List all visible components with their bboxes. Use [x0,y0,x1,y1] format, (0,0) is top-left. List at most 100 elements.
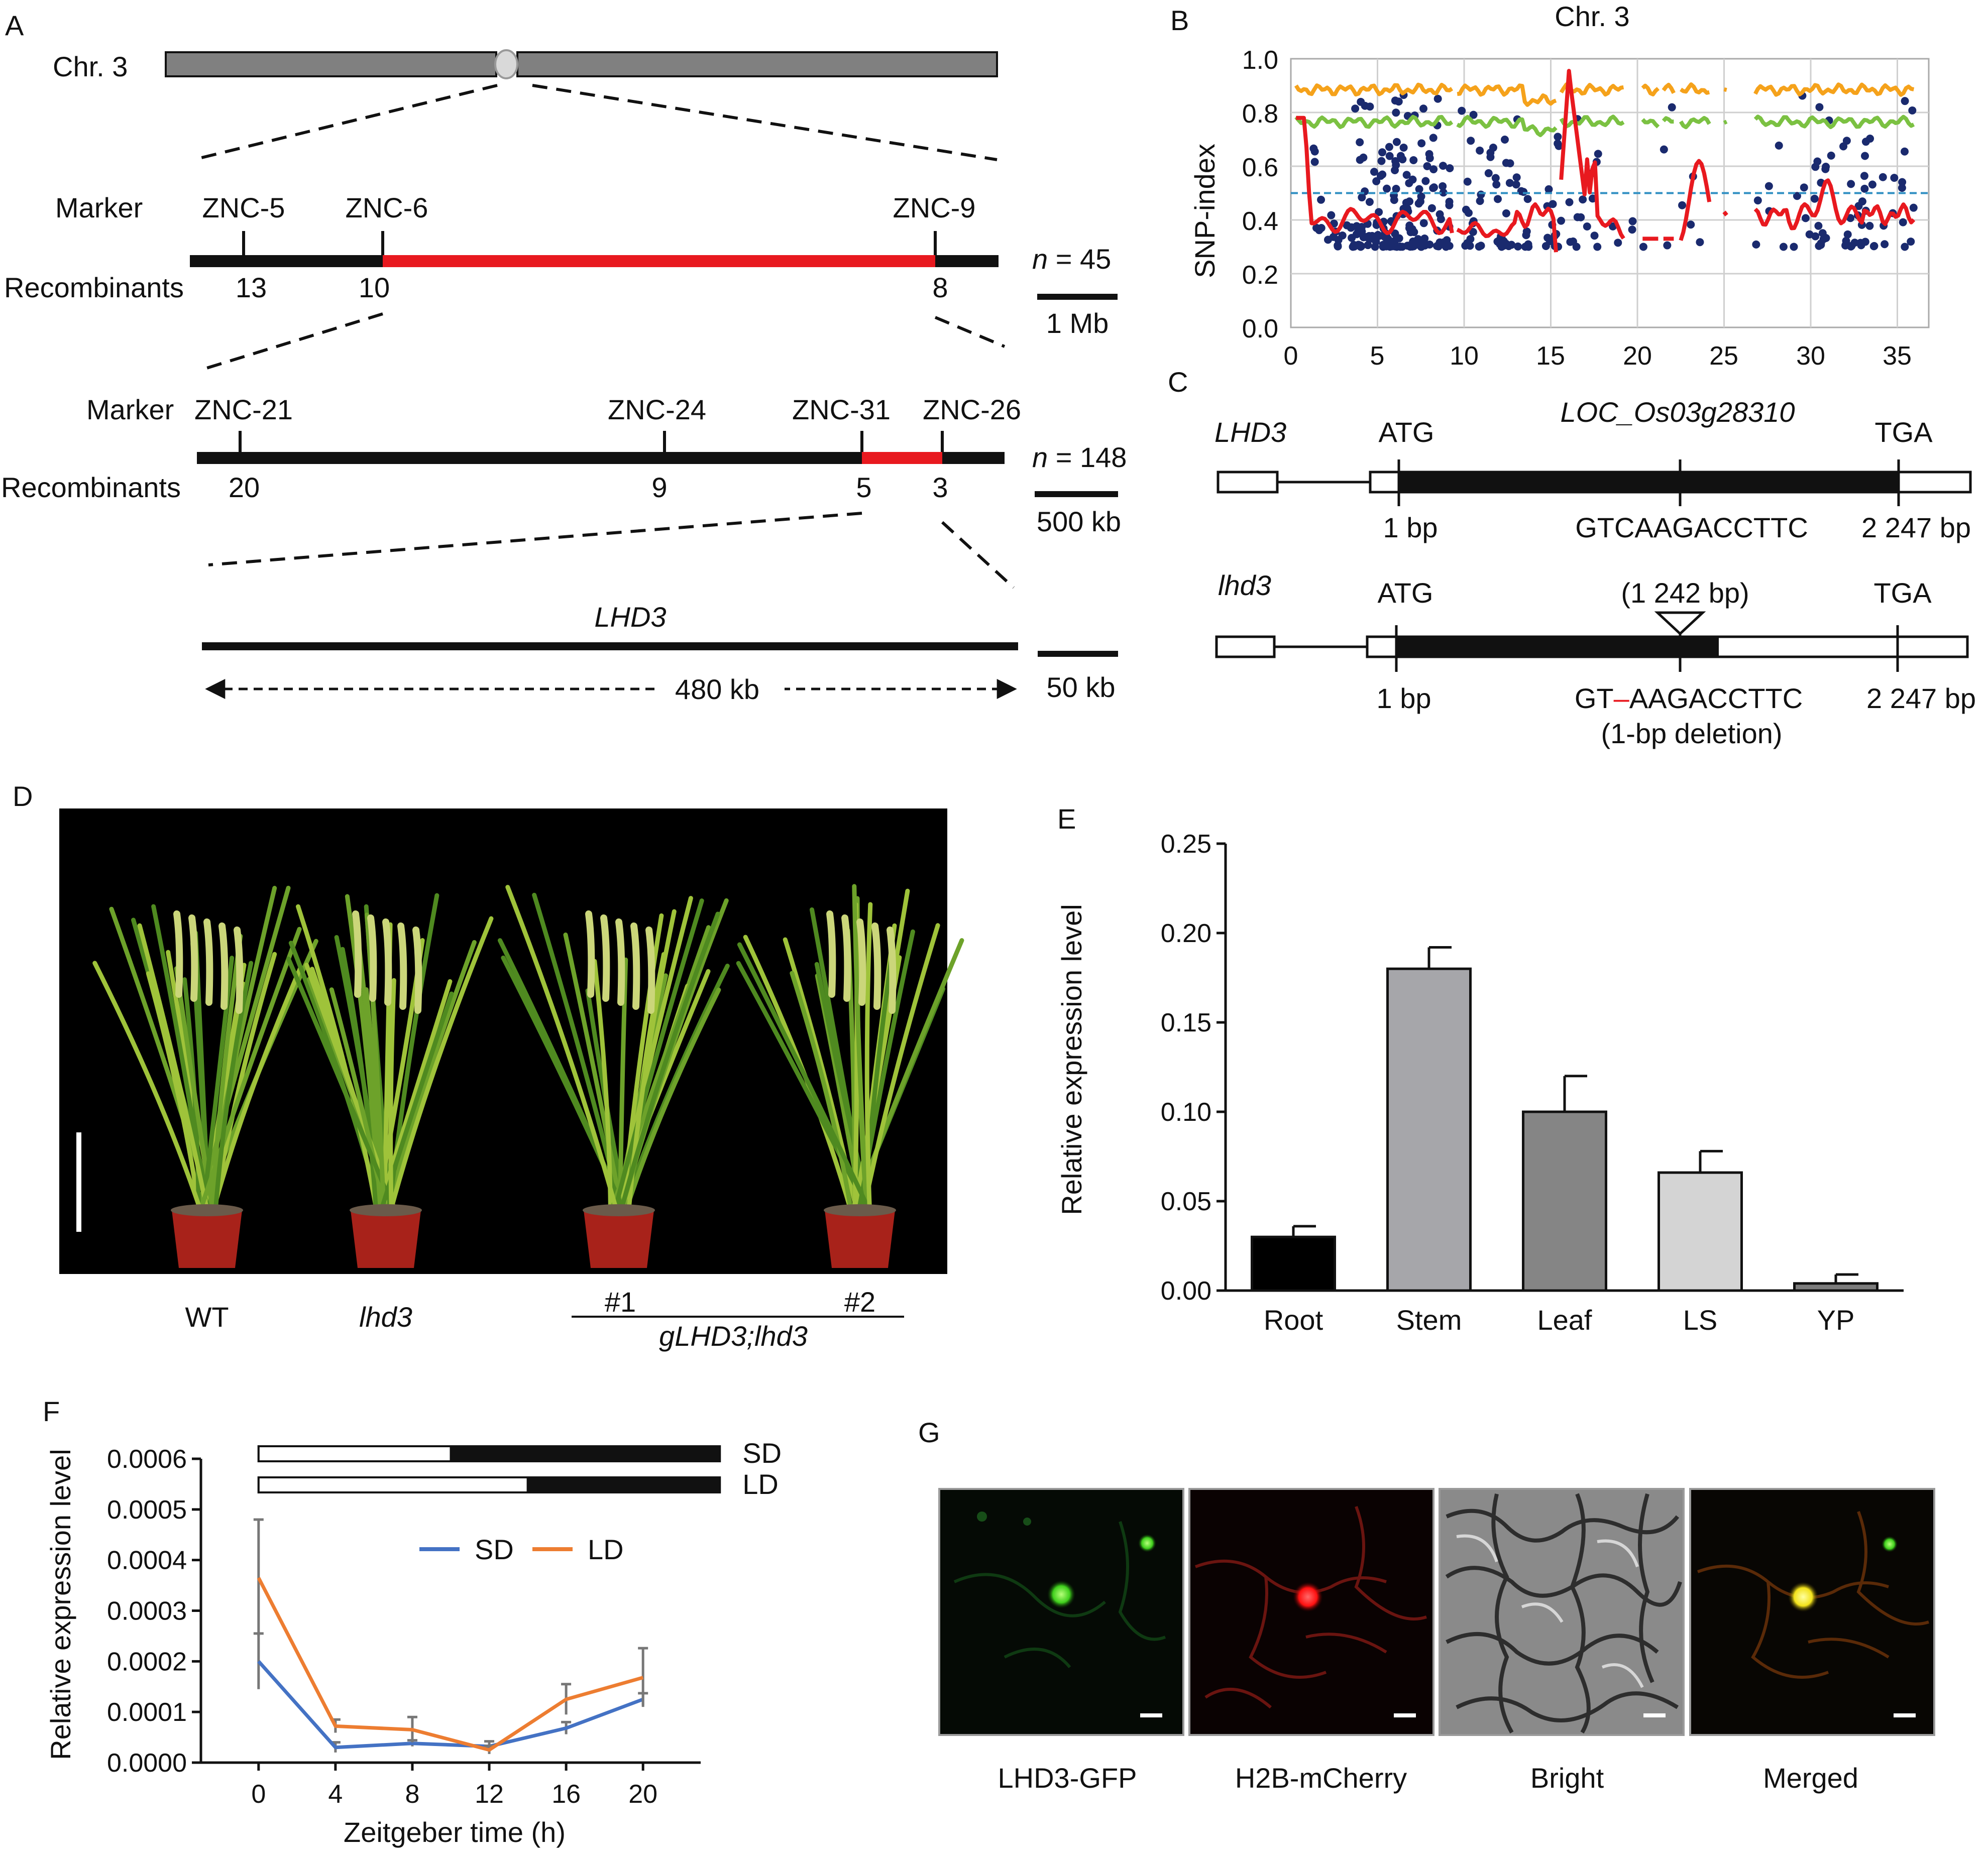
snp-point [1901,97,1909,105]
snp-point [1790,243,1798,251]
locus-id: LOC_Os03g28310 [1560,396,1795,428]
x-tick-label: 20 [1623,341,1652,371]
plant [497,885,730,1268]
snp-point [1476,197,1484,205]
panel-letter-b: B [1170,5,1189,36]
recombinant-count: 9 [651,472,667,503]
centromere [494,49,518,79]
marker-name: ZNC-21 [194,394,293,425]
genotype-label: #1 [605,1286,636,1318]
snp-point [1663,241,1672,250]
snp-point [1356,138,1364,147]
plant-images [92,884,964,1268]
recombinant-count: 8 [932,272,948,303]
snp-point [1502,159,1510,167]
leaf-blade [211,966,302,1213]
snp-point [1850,239,1859,247]
leaf-blade [198,926,302,1213]
snp-point [1396,243,1405,251]
image-label: Bright [1530,1762,1604,1794]
y-tick-label: 0.0 [1242,314,1278,343]
bar-chart: 0.00 0.05 0.10 0.15 0.20 0.25 Root Stem Leaf LS YP [1161,830,1904,1336]
panicle [367,914,377,1002]
snp-point [1822,234,1830,242]
marker-name: ZNC-24 [608,394,706,425]
position-label: 1 bp [1377,682,1431,714]
x-tick-label: 20 [628,1780,657,1809]
y-tick-label: 0.4 [1242,207,1278,236]
index-trace-green [1753,114,1915,130]
snp-point [1391,96,1399,105]
snp-point [1594,150,1602,158]
snp-point [1811,232,1820,241]
leaf-blade [340,947,379,1213]
snp-point [1425,240,1434,249]
wt-sequence: GTCAAGACCTTC [1575,512,1808,543]
snp-point [1317,195,1326,204]
x-tick-label: YP [1817,1304,1855,1336]
snp-point [1696,238,1704,247]
snp-point [1439,182,1447,190]
leaf-blade [146,971,202,1213]
snp-point [1857,241,1865,250]
snp-point [1815,103,1824,111]
panel-e: E Relative expression level 0.00 0.05 0.10… [1056,803,1904,1336]
panicle [615,918,625,1006]
gfp-image [938,1488,1184,1736]
photo-scale-bar [76,1132,81,1232]
x-tick-label: 35 [1883,341,1912,371]
marker-name: ZNC-31 [792,394,891,425]
panel-b: B Chr. 3 SNP-index 0.0 0.2 0.4 0.6 0.8 1… [1170,1,1930,371]
recombinant-count: 10 [359,272,390,303]
index-trace-orange [1680,82,1710,95]
snp-point [1477,242,1485,250]
snp-point [1464,208,1473,217]
snp-point [1439,188,1448,197]
snp-point [1429,134,1438,142]
leaf-blade [864,902,873,1213]
leaf-blade [861,923,940,1213]
snp-point [1881,240,1889,249]
snp-point [1565,198,1574,206]
scale-bar [1035,491,1118,497]
zoom-line [934,316,1006,348]
plant [736,884,964,1268]
leaf-blade [852,884,869,1213]
snp-point [1557,216,1566,225]
panicle [841,914,851,1002]
snp-point [1415,185,1423,193]
snp-point [1827,151,1835,160]
scale-label: 500 kb [1037,506,1121,537]
recombinants-label: Recombinants [4,272,184,303]
snp-point [1499,237,1508,246]
x-axis-label: Zeitgeber time (h) [344,1816,566,1848]
photoperiod-label: LD [742,1468,779,1500]
snp-point [1348,234,1356,242]
snp-point [1445,197,1454,206]
snp-point [1310,147,1319,156]
snp-point [1409,156,1418,164]
y-axis-label: SNP-index [1189,144,1221,278]
leaf-blade [592,959,613,1213]
y-tick-label: 0.05 [1161,1187,1211,1216]
snp-point [1392,138,1401,146]
snp-point [1678,201,1687,209]
index-trace-green [1723,120,1728,125]
leaf-blade [505,885,619,1213]
panel-letter-e: E [1057,803,1076,835]
snp-point [1628,217,1637,225]
snp-point [1544,185,1553,193]
snp-point [1858,197,1866,206]
snp-point [1868,180,1876,189]
snp-point [1512,173,1521,182]
snp-point [1446,164,1454,173]
snp-point [1398,155,1407,164]
panel-c: C LHD3 LOC_Os03g28310 ATG TGA 1 bp GTCAA… [1168,366,1976,749]
bar [1793,1282,1879,1292]
sample-size: n = 148 [1032,441,1127,473]
soil [824,1204,896,1216]
snp-point [1484,169,1493,177]
micro-scale-bar [1394,1713,1416,1717]
snp-point [1370,168,1378,176]
